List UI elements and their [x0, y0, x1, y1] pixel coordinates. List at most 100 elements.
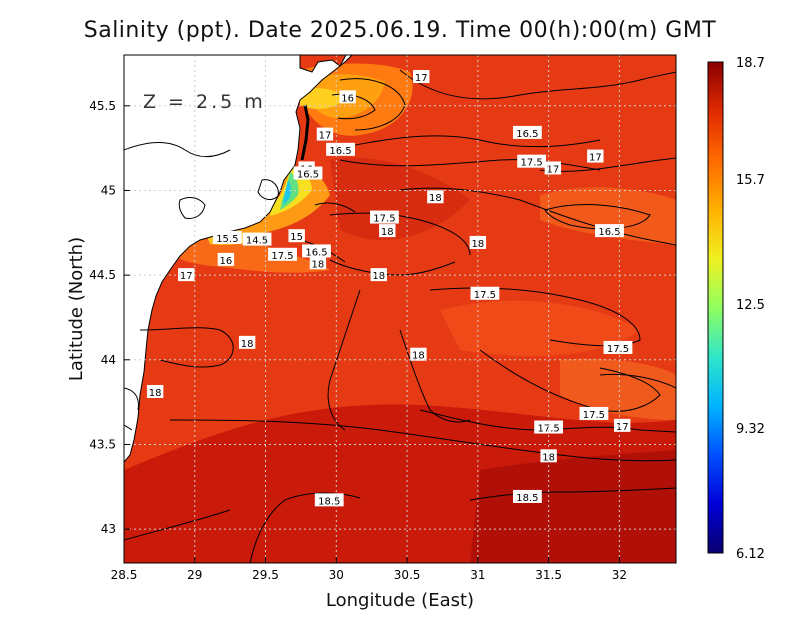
colorbar-tick-label: 12.5 — [736, 298, 765, 313]
contour-label: 16.5 — [305, 247, 327, 258]
contour-label-bg — [469, 235, 487, 249]
contour-label: 17 — [616, 422, 629, 433]
contour-label-bg — [178, 268, 195, 282]
contour-label: 18 — [372, 271, 385, 282]
x-tick-label: 30.5 — [394, 568, 421, 582]
contour-17-5-mid — [329, 212, 471, 256]
contour-17-5-south — [479, 349, 661, 412]
contour-label: 17.5 — [474, 290, 496, 301]
plot-border — [123, 54, 677, 564]
contour-label: 17.5 — [520, 158, 542, 169]
contour-label-bg — [410, 347, 427, 361]
contour-label-bg — [427, 190, 444, 204]
contour-label-bg — [512, 125, 542, 139]
contour-label: 18 — [429, 193, 442, 204]
contour-label-bg — [268, 247, 297, 261]
contour-label: 15 — [290, 232, 303, 243]
contour-label: 17 — [415, 73, 428, 84]
river-line — [124, 142, 231, 158]
contour-18-5-c — [124, 509, 231, 541]
contour-label-layer: 17161716.516.517.517171616.51817.51816.5… — [146, 70, 633, 507]
river-line-2 — [124, 387, 139, 431]
contour-label: 18 — [149, 388, 162, 399]
x-axis: 28.5 29 29.5 30 30.5 31 31.5 32 — [111, 557, 627, 582]
delta-lobe — [257, 179, 279, 200]
plume-core — [300, 88, 345, 110]
contour-18-west — [139, 327, 234, 368]
contour-label: 17.5 — [271, 251, 293, 262]
contour-label-bg — [316, 127, 334, 141]
high-salinity-core — [470, 450, 676, 563]
contour-label-bg — [326, 142, 355, 156]
y-tick-label: 45.5 — [89, 99, 116, 113]
contour-label: 15.5 — [216, 234, 238, 245]
y-tick-label: 43.5 — [89, 437, 116, 451]
contour-label: 14.5 — [246, 236, 268, 247]
x-axis-title: Longitude (East) — [326, 590, 474, 611]
x-tick-label: 31 — [470, 568, 485, 582]
contour-17-north — [399, 69, 676, 100]
contour-18-loop — [327, 289, 361, 431]
chart-title: Salinity (ppt). Date 2025.06.19. Time 00… — [83, 18, 717, 43]
contour-label-bg — [288, 229, 305, 243]
y-axis: 43 43.5 44 44.5 45 45.5 — [89, 99, 130, 536]
colorbar-labels: 18.7 15.7 12.5 9.32 6.12 — [736, 56, 765, 562]
contour-label-bg — [603, 340, 633, 354]
contour-label-bg — [579, 406, 609, 420]
contour-label: 16.5 — [329, 146, 351, 157]
y-tick-label: 44 — [101, 353, 116, 367]
depth-annotation: Z = 2.5 m — [143, 91, 266, 113]
contour-plume-1 — [339, 78, 406, 131]
colorbar: 18.7 15.7 12.5 9.32 6.12 — [707, 56, 765, 562]
contour-17-5-east — [429, 287, 641, 347]
danube-delta-edge — [300, 104, 310, 161]
contour-label: 18.5 — [318, 496, 340, 507]
contour-label: 17 — [319, 131, 332, 142]
contour-label-bg — [370, 210, 399, 224]
contour-label: 17 — [546, 164, 559, 175]
grid-lines — [124, 55, 676, 563]
contour-label-bg — [595, 224, 624, 238]
contour-label-bg — [413, 70, 430, 84]
contour-label: 18 — [312, 259, 325, 270]
coastal-orange-band — [175, 239, 330, 273]
contour-18-5-b — [469, 487, 676, 501]
contour-label: 18 — [381, 227, 394, 238]
mid-salinity-blob-east — [440, 300, 640, 356]
contour-label-bg — [212, 230, 242, 244]
x-tick-label: 29.5 — [252, 568, 279, 582]
x-tick-label: 32 — [612, 568, 627, 582]
contour-17 — [599, 373, 676, 389]
contour-label: 17.5 — [373, 214, 395, 225]
contour-label-bg — [339, 90, 356, 104]
map-area: 17161716.516.517.517171616.51817.51816.5… — [124, 55, 676, 563]
colorbar-tick-label: 6.12 — [736, 547, 765, 562]
contour-17-5-north — [339, 159, 601, 171]
y-tick-label: 45 — [101, 183, 116, 197]
contour-label: 18 — [241, 339, 254, 350]
contour-18-south — [169, 419, 676, 462]
contour-label: 18 — [471, 239, 484, 250]
colorbar-tick-label: 9.32 — [736, 422, 765, 437]
contour-label-bg — [614, 418, 631, 432]
contour-label-bg — [302, 244, 331, 258]
contour-label-bg — [517, 154, 547, 168]
colorbar-tick-label: 18.7 — [736, 56, 765, 71]
contour-label: 17 — [180, 271, 193, 282]
contour-label-bg — [217, 252, 235, 266]
colorbar-ramp — [707, 61, 724, 554]
colorbar-tick-label: 15.7 — [736, 173, 765, 188]
contour-18-center — [399, 329, 471, 423]
contour-label-bg — [242, 232, 272, 246]
contour-label-bg — [309, 256, 327, 270]
contour-16-5-north — [329, 135, 601, 151]
contour-label-bg — [379, 224, 396, 238]
y-tick-label: 43 — [101, 522, 116, 536]
x-tick-label: 28.5 — [111, 568, 138, 582]
contour-label-bg — [293, 166, 323, 180]
contour-label: 17.5 — [607, 344, 629, 355]
contour-lines — [124, 69, 676, 563]
contour-label: 16 — [220, 256, 233, 267]
delta-front-cyan — [283, 180, 291, 205]
